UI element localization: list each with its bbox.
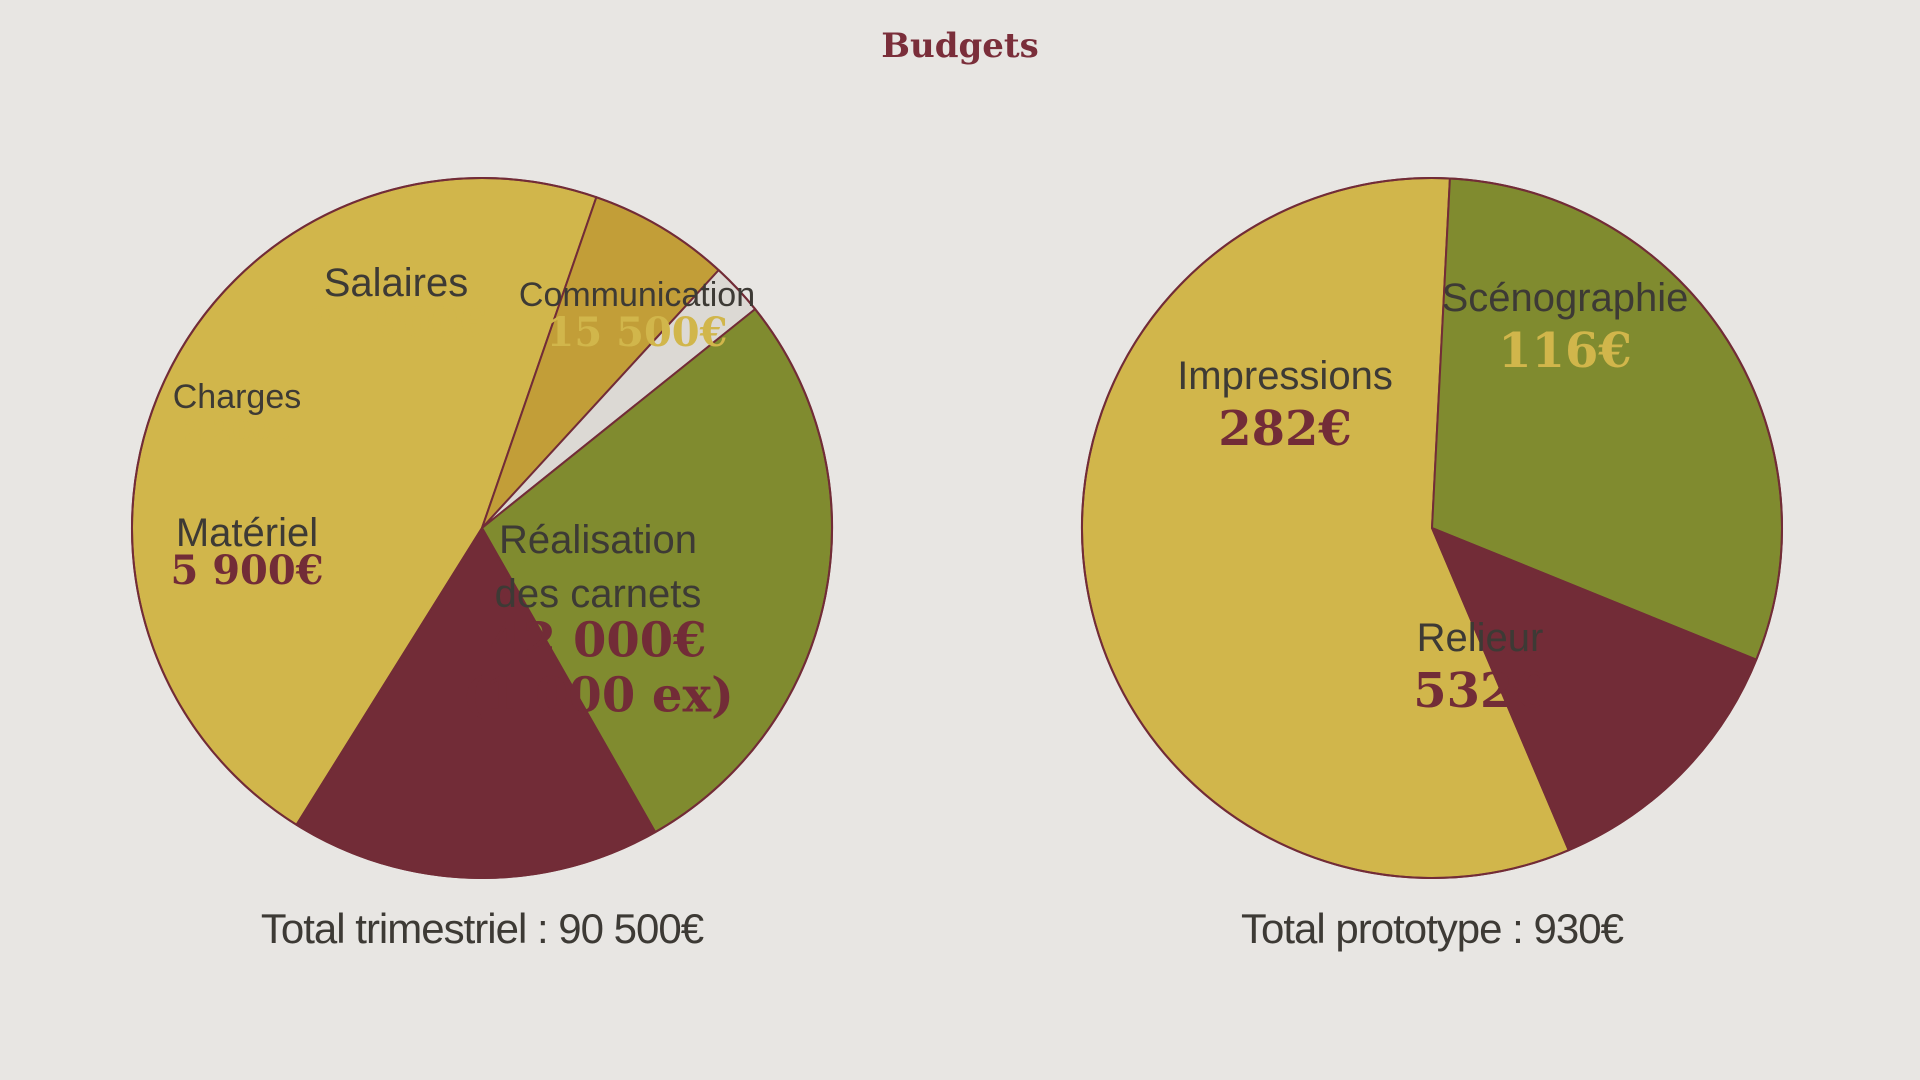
slice-label-communication: Communication (519, 276, 755, 314)
slice-label-realisation-des-carnets: Réalisation des carnets (495, 518, 702, 616)
slice-value-salaires: 24 900€ (306, 299, 487, 346)
slice-label-charges: Charges (173, 378, 302, 416)
slice-label-materiel: Matériel (176, 511, 318, 555)
total-prototype: Total prototype : 930€ (1241, 905, 1624, 952)
slice-value-materiel: 5 900€ (170, 547, 323, 594)
slice-value-communication: 15 500€ (547, 309, 728, 356)
slice-value-charges: 2 200€ (183, 414, 290, 447)
slice-value-impressions: 282€ (1218, 401, 1352, 457)
slice-label-relieur: Relieur (1417, 616, 1544, 660)
pie-outline (1081, 177, 1783, 879)
slice-value-realisation-des-carnets: 42 000€ (1 000 ex) (462, 612, 734, 723)
slice-value-relieur: 532€ (1413, 663, 1547, 719)
total-quarterly: Total trimestriel : 90 500€ (260, 905, 704, 952)
slice-label-impressions: Impressions (1177, 354, 1393, 398)
pie-outline (131, 177, 833, 879)
slice-label-salaires: Salaires (324, 261, 469, 305)
page-title: Budgets (881, 26, 1039, 66)
slice-label-scenographie: Scénographie (1442, 276, 1689, 320)
slice-value-scenographie: 116€ (1498, 323, 1632, 379)
